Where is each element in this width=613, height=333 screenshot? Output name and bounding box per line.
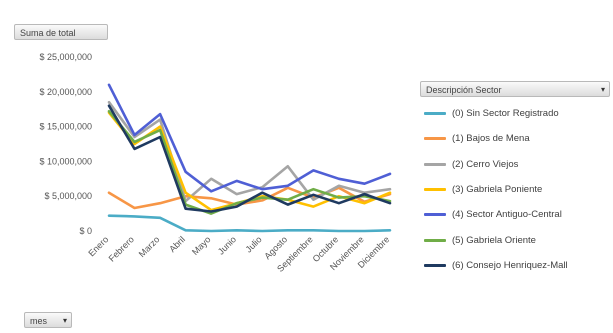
x-tick-label: Enero (86, 234, 110, 258)
legend-swatch (424, 112, 446, 116)
x-tick-label: Abril (167, 234, 187, 254)
series-line[interactable] (107, 104, 392, 213)
series-line[interactable] (107, 83, 392, 193)
x-tick-label: Marzo (137, 234, 162, 259)
legend-label: (6) Consejo Henriquez-Mall (452, 259, 568, 271)
dropdown-arrow-icon: ▾ (62, 316, 67, 325)
series-line[interactable] (107, 111, 392, 212)
y-tick-label: $ 15,000,000 (39, 122, 92, 132)
legend-item[interactable]: (0) Sin Sector Registrado (424, 101, 568, 126)
legend-item[interactable]: (4) Sector Antiguo-Central (424, 202, 568, 227)
value-field-label: Suma de total (20, 28, 76, 38)
legend-item[interactable]: (2) Cerro Viejos (424, 152, 568, 177)
category-field-label: mes (30, 316, 48, 326)
x-tick-label: Julio (244, 234, 264, 254)
legend-label: (2) Cerro Viejos (452, 158, 519, 170)
legend-item[interactable]: (5) Gabriela Oriente (424, 227, 568, 252)
series-field-button[interactable]: Descripción Sector ▾ (420, 81, 610, 97)
legend-swatch (424, 137, 446, 141)
legend-label: (0) Sin Sector Registrado (452, 108, 559, 120)
legend-item[interactable]: (1) Bajos de Mena (424, 126, 568, 151)
y-tick-label: $ 20,000,000 (39, 87, 92, 97)
value-field-button[interactable]: Suma de total (14, 24, 108, 40)
y-tick-label: $ 25,000,000 (39, 52, 92, 62)
legend-label: (4) Sector Antiguo-Central (452, 209, 562, 221)
legend-label: (1) Bajos de Mena (452, 133, 530, 145)
y-tick-label: $ 10,000,000 (39, 156, 92, 166)
x-tick-label: Junio (216, 234, 238, 256)
y-tick-label: $ 0 (79, 226, 92, 236)
legend-swatch (424, 213, 446, 217)
legend-label: (3) Gabriela Poniente (452, 184, 543, 196)
x-tick-label: Mayo (190, 234, 213, 257)
legend-swatch (424, 238, 446, 242)
legend-item[interactable]: (6) Consejo Henriquez-Mall (424, 253, 568, 278)
legend-label: (5) Gabriela Oriente (452, 234, 536, 246)
x-tick-label: Febrero (107, 234, 136, 263)
series-line[interactable] (107, 100, 392, 203)
legend-item[interactable]: (3) Gabriela Poniente (424, 177, 568, 202)
series-field-label: Descripción Sector (426, 85, 502, 95)
legend-swatch (424, 263, 446, 267)
legend-swatch (424, 162, 446, 166)
chart-legend: (0) Sin Sector Registrado (1) Bajos de Me… (424, 101, 568, 278)
y-tick-label: $ 5,000,000 (44, 191, 92, 201)
series-line[interactable] (107, 186, 392, 210)
category-field-button[interactable]: mes ▾ (24, 312, 72, 328)
series-line[interactable] (107, 214, 392, 233)
dropdown-arrow-icon: ▾ (600, 85, 605, 94)
legend-swatch (424, 188, 446, 192)
